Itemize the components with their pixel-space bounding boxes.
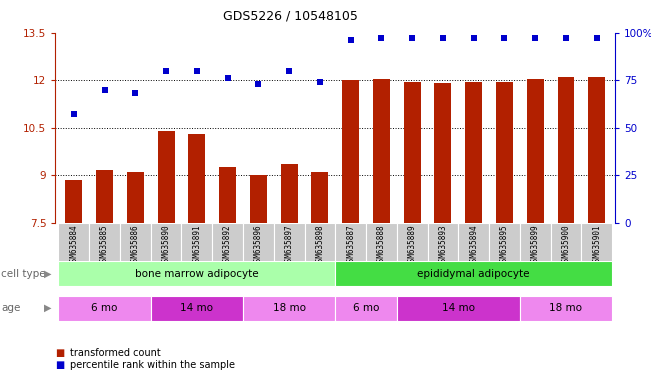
Text: GSM635899: GSM635899 [531, 224, 540, 266]
Bar [465, 82, 482, 223]
Bar [589, 77, 605, 223]
Bar [581, 223, 612, 276]
Point [437, 35, 448, 41]
Bar [366, 223, 397, 276]
Bar [150, 223, 182, 276]
Bar [551, 223, 581, 276]
Bar [520, 223, 551, 276]
Point [161, 68, 171, 74]
Point [191, 68, 202, 74]
Point [376, 35, 387, 41]
Text: 6 mo: 6 mo [91, 303, 118, 313]
Bar [219, 167, 236, 223]
Bar [557, 77, 574, 223]
Bar [273, 223, 305, 276]
Text: GSM635891: GSM635891 [192, 224, 201, 266]
Bar [150, 296, 243, 321]
Bar [250, 175, 267, 223]
Point [561, 35, 571, 41]
Text: GSM635895: GSM635895 [500, 224, 509, 266]
Text: GSM635897: GSM635897 [284, 224, 294, 266]
Bar [428, 223, 458, 276]
Bar [335, 296, 397, 321]
Bar [434, 83, 451, 223]
Bar [59, 296, 150, 321]
Text: 18 mo: 18 mo [549, 303, 583, 313]
Point [592, 35, 602, 41]
Bar [520, 296, 612, 321]
Point [314, 79, 325, 85]
Bar [89, 223, 120, 276]
Text: transformed count: transformed count [70, 348, 160, 358]
Text: bone marrow adipocyte: bone marrow adipocyte [135, 268, 258, 279]
Text: epididymal adipocyte: epididymal adipocyte [417, 268, 530, 279]
Text: GSM635889: GSM635889 [408, 224, 417, 266]
Bar [335, 261, 612, 286]
Point [407, 35, 417, 41]
Text: ■: ■ [55, 360, 64, 370]
Bar [397, 296, 520, 321]
Text: ▶: ▶ [44, 303, 52, 313]
Text: 14 mo: 14 mo [442, 303, 475, 313]
Text: age: age [1, 303, 21, 313]
Bar [281, 164, 298, 223]
Bar [243, 296, 335, 321]
Bar [212, 223, 243, 276]
Point [530, 35, 540, 41]
Text: GSM635888: GSM635888 [377, 224, 386, 266]
Bar [496, 82, 513, 223]
Bar [404, 82, 421, 223]
Point [68, 111, 79, 118]
Bar [335, 223, 366, 276]
Point [130, 90, 141, 96]
Point [346, 37, 356, 43]
Bar [243, 223, 273, 276]
Bar [120, 223, 150, 276]
Bar [188, 134, 205, 223]
Text: ▶: ▶ [44, 268, 52, 279]
Bar [342, 80, 359, 223]
Bar [397, 223, 428, 276]
Text: percentile rank within the sample: percentile rank within the sample [70, 360, 234, 370]
Bar [489, 223, 520, 276]
Text: GSM635898: GSM635898 [315, 224, 324, 266]
Bar [158, 131, 174, 223]
Text: ■: ■ [55, 348, 64, 358]
Point [499, 35, 510, 41]
Point [223, 75, 233, 81]
Bar [96, 170, 113, 223]
Bar [527, 79, 544, 223]
Text: GSM635900: GSM635900 [561, 224, 570, 266]
Bar [59, 261, 335, 286]
Text: GSM635884: GSM635884 [69, 224, 78, 266]
Point [100, 87, 110, 93]
Bar [65, 180, 82, 223]
Bar [311, 172, 328, 223]
Bar [373, 79, 390, 223]
Text: GDS5226 / 10548105: GDS5226 / 10548105 [223, 10, 358, 23]
Text: GSM635893: GSM635893 [438, 224, 447, 266]
Point [253, 81, 264, 87]
Text: GSM635887: GSM635887 [346, 224, 355, 266]
Text: GSM635892: GSM635892 [223, 224, 232, 266]
Text: cell type: cell type [1, 268, 46, 279]
Bar [305, 223, 335, 276]
Text: GSM635896: GSM635896 [254, 224, 263, 266]
Point [284, 68, 294, 74]
Text: GSM635894: GSM635894 [469, 224, 478, 266]
Text: 6 mo: 6 mo [353, 303, 380, 313]
Bar [59, 223, 89, 276]
Text: GSM635886: GSM635886 [131, 224, 140, 266]
Bar [127, 172, 144, 223]
Bar [182, 223, 212, 276]
Bar [458, 223, 489, 276]
Text: 18 mo: 18 mo [273, 303, 305, 313]
Text: GSM635901: GSM635901 [592, 224, 602, 266]
Text: GSM635885: GSM635885 [100, 224, 109, 266]
Point [469, 35, 479, 41]
Text: 14 mo: 14 mo [180, 303, 214, 313]
Text: GSM635890: GSM635890 [161, 224, 171, 266]
